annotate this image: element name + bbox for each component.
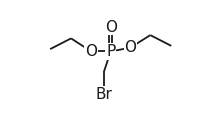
Text: P: P <box>106 44 115 59</box>
Text: O: O <box>85 44 97 59</box>
Text: Br: Br <box>95 87 112 102</box>
Text: O: O <box>105 20 117 35</box>
Text: O: O <box>124 40 136 55</box>
